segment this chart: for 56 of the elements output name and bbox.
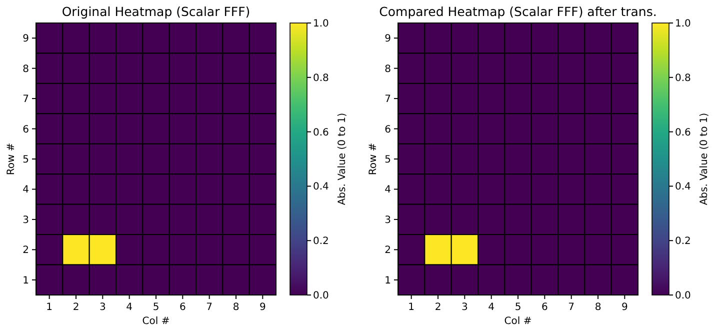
color-bar-label: 0.4 [675,182,691,193]
y-tick-label: 1 [22,275,29,286]
color-bar-label: 1.0 [675,18,691,30]
y-tick-label: 4 [384,184,391,196]
x-tick-label: 4 [126,302,133,313]
color-bar-label: 0.2 [313,236,329,248]
y-tick-label: 3 [22,214,29,226]
x-axis-title: Col # [142,316,170,327]
y-tick-label: 8 [22,64,29,75]
y-tick-label: 5 [384,154,391,166]
y-axis-title: Row # [6,142,17,176]
y-tick-label: 2 [384,245,391,256]
x-tick-label: 7 [568,302,575,313]
color-bar-label: 0.6 [675,127,691,138]
y-tick-label: 9 [22,34,29,45]
y-tick-label: 2 [22,245,29,256]
color-bar-label: 0.8 [313,72,329,84]
color-bar-title: Abs. Value (0 to 1) [337,112,348,206]
x-tick-label: 6 [179,302,186,313]
x-tick-label: 8 [594,302,602,313]
x-tick-label: 4 [488,302,495,313]
x-tick-label: 9 [621,302,628,313]
x-axis-title: Col # [504,316,532,327]
y-tick-label: 6 [384,124,391,136]
x-tick-label: 9 [259,302,266,313]
x-tick-label: 2 [434,302,442,313]
x-tick-label: 3 [461,302,468,313]
x-tick-label: 1 [46,302,53,313]
chart-title: Compared Heatmap (Scalar FFF) after trans. [379,4,657,19]
x-tick-label: 5 [152,302,160,313]
color-bar-label: 0.6 [313,127,329,138]
color-bar-label: 0.0 [313,290,329,302]
x-tick-label: 5 [514,302,522,313]
chart-title: Original Heatmap (Scalar FFF) [62,4,250,19]
color-bar-label: 0.0 [675,290,691,302]
y-tick-label: 7 [22,94,29,106]
x-tick-label: 2 [72,302,80,313]
color-bar-title: Abs. Value (0 to 1) [699,112,710,206]
y-tick-label: 4 [22,184,29,196]
color-bar-label: 0.8 [675,72,691,84]
y-axis-title: Row # [368,142,379,176]
color-bar-label: 0.4 [313,182,329,193]
y-tick-label: 7 [384,94,391,106]
color-bar-label: 0.2 [675,236,691,248]
y-tick-label: 9 [384,34,391,45]
x-tick-label: 3 [99,302,106,313]
x-tick-label: 6 [541,302,548,313]
color-bar-label: 1.0 [313,18,329,30]
y-tick-label: 8 [384,64,391,75]
x-tick-label: 1 [408,302,415,313]
y-tick-label: 6 [22,124,29,136]
y-tick-label: 5 [22,154,29,166]
x-tick-label: 7 [206,302,213,313]
y-tick-label: 3 [384,214,391,226]
y-tick-label: 1 [384,275,391,286]
x-tick-label: 8 [232,302,240,313]
